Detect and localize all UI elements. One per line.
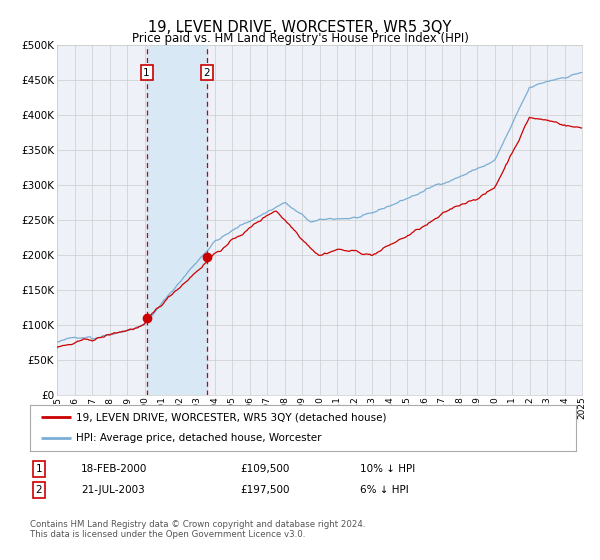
Text: 2: 2 bbox=[35, 485, 43, 495]
Text: Price paid vs. HM Land Registry's House Price Index (HPI): Price paid vs. HM Land Registry's House … bbox=[131, 32, 469, 45]
Text: 19, LEVEN DRIVE, WORCESTER, WR5 3QY (detached house): 19, LEVEN DRIVE, WORCESTER, WR5 3QY (det… bbox=[76, 412, 387, 422]
Text: 10% ↓ HPI: 10% ↓ HPI bbox=[360, 464, 415, 474]
Text: 1: 1 bbox=[143, 68, 150, 78]
Text: 1: 1 bbox=[35, 464, 43, 474]
Text: 21-JUL-2003: 21-JUL-2003 bbox=[81, 485, 145, 495]
Text: 2: 2 bbox=[203, 68, 210, 78]
Text: 19, LEVEN DRIVE, WORCESTER, WR5 3QY: 19, LEVEN DRIVE, WORCESTER, WR5 3QY bbox=[148, 20, 452, 35]
Text: £197,500: £197,500 bbox=[240, 485, 290, 495]
Text: Contains HM Land Registry data © Crown copyright and database right 2024.
This d: Contains HM Land Registry data © Crown c… bbox=[30, 520, 365, 539]
Text: 6% ↓ HPI: 6% ↓ HPI bbox=[360, 485, 409, 495]
Text: £109,500: £109,500 bbox=[240, 464, 289, 474]
Text: 18-FEB-2000: 18-FEB-2000 bbox=[81, 464, 148, 474]
Text: HPI: Average price, detached house, Worcester: HPI: Average price, detached house, Worc… bbox=[76, 433, 322, 444]
Bar bbox=[146, 45, 206, 395]
